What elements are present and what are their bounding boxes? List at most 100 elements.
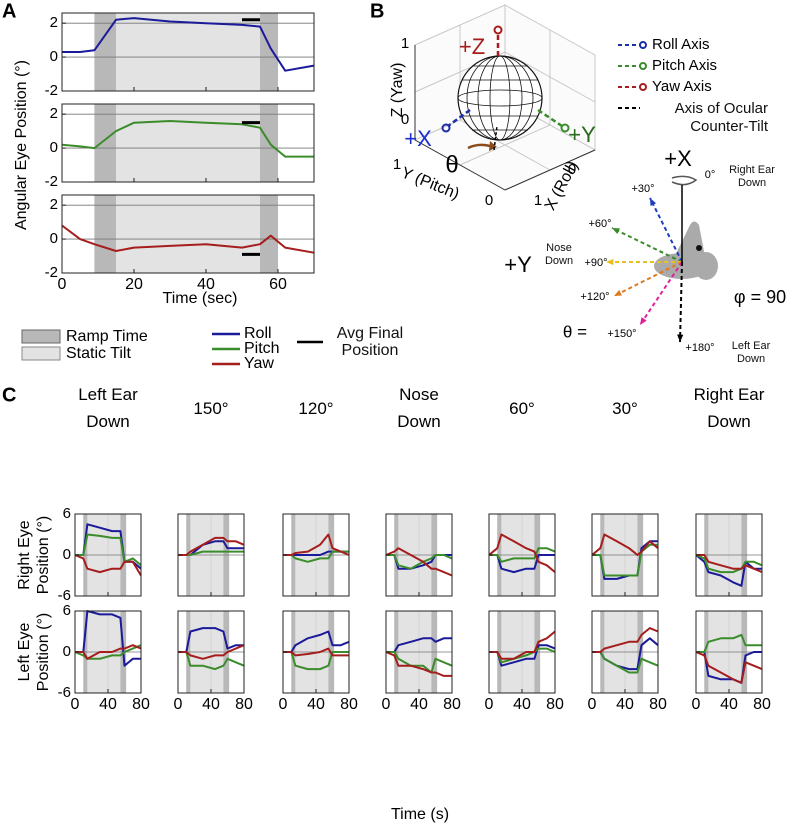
legend-label: Axis of Ocular Counter-Tilt [674,100,768,135]
y-tick-label: 2 [50,14,58,31]
x-tick-label: 0 [382,696,391,713]
static-tilt-band [116,104,260,182]
counter-tilt-axis [493,125,498,151]
series-line [283,550,349,563]
series-line [696,633,762,653]
cube-tick-label: 1 [534,192,542,209]
angle-arrow [679,261,683,343]
column-title: 150° [193,398,229,418]
y-tick-label: 2 [50,196,58,213]
axis-label-y: +Y [568,122,596,147]
angle-label: +30° [631,183,654,195]
x-tick-label: 40 [202,696,220,713]
column-title: 60° [509,398,535,418]
series-line [178,627,244,653]
angle-arrow [639,261,683,326]
series-line [489,547,556,563]
x-tick-label: 0 [588,696,597,713]
theta-label: θ [445,151,458,178]
column-title: Right Ear Down [693,385,765,431]
legend-dot [639,62,647,70]
row-label: Left Eye Position (°) [16,612,52,692]
series-line [74,554,142,577]
series-line [62,17,315,72]
left-ear-label: Left Ear Down [731,340,771,365]
series-line [592,627,659,653]
x-tick-label: 0 [71,696,80,713]
series-line [61,120,314,158]
y-tick-label: 0 [63,643,71,660]
angle-arrowhead [612,228,620,235]
ramp-band [94,104,116,182]
theta-arrow [467,143,491,150]
angle-arrowhead [650,198,657,206]
x-tick-label: 80 [753,696,771,713]
x-tick-label: 80 [546,696,564,713]
angle-label: +120° [580,291,609,303]
y-tick-label: 0 [50,48,58,65]
panel-label: A [2,0,16,22]
cube-axis-label: Z (Yaw) [389,63,406,118]
angle-arrowhead [677,334,684,342]
cube-tick-label: 0 [568,161,576,178]
x-tick-label: 80 [235,696,253,713]
y-tick-label: -6 [58,587,71,604]
x-tick-label: 0 [485,696,494,713]
y-tick-label: 2 [50,105,58,122]
series-line [695,554,762,587]
cube-axis [504,149,596,191]
x-axis-label: Time (s) [391,806,449,823]
head-axis-x: +X [664,146,692,171]
series-line [592,543,658,577]
legend-label: Pitch [244,340,280,357]
series-line [591,533,659,556]
series-line [61,224,315,254]
axis-label-x: +X [404,126,432,151]
legend-label: Roll Axis [652,36,710,53]
series-line [385,651,452,677]
pitch-axis [537,108,563,128]
ramp-band [260,13,278,91]
roll-axis [447,108,471,128]
series-line [75,533,142,567]
series-line [592,651,659,674]
series-line [283,651,349,671]
x-tick-label: 0 [279,696,288,713]
series-line [178,651,245,671]
x-axis-label: Time (sec) [163,290,238,307]
x-tick-label: 60 [269,276,287,293]
legend-label: Yaw Axis [652,78,712,95]
column-title: Left Ear Down [78,385,138,431]
cube-tick-label: 1 [401,35,409,52]
panel-label: C [2,384,16,406]
legend-label: Roll [244,325,272,342]
column-title: 120° [298,398,334,418]
cube-axis [414,139,506,191]
legend-label: Static Tilt [66,345,131,362]
angle-arrowhead [614,289,622,296]
x-tick-label: 0 [58,276,67,293]
head [654,175,718,280]
row-label: Right Eye Position (°) [16,515,52,595]
legend-label: Pitch Axis [652,57,717,74]
x-tick-label: 40 [616,696,634,713]
angle-label: +150° [607,328,636,340]
yaw-axis-end [493,25,503,35]
pitch-axis-end [560,123,570,133]
y-tick-label: 0 [63,546,71,563]
series-line [283,533,350,556]
cube-tick-label: 1 [393,156,401,173]
angle-arrow [611,227,683,263]
cube-tick-label: 0 [401,111,409,128]
legend-swatch [21,329,61,344]
angle-arrowhead [606,258,614,266]
head-axis-y: +Y [504,252,532,277]
y-tick-label: 0 [50,139,58,156]
legend-label: Ramp Time [66,328,148,345]
series-line [386,637,452,653]
y-tick-label: -6 [58,684,71,701]
x-tick-label: 80 [340,696,358,713]
ramp-band [94,195,116,273]
